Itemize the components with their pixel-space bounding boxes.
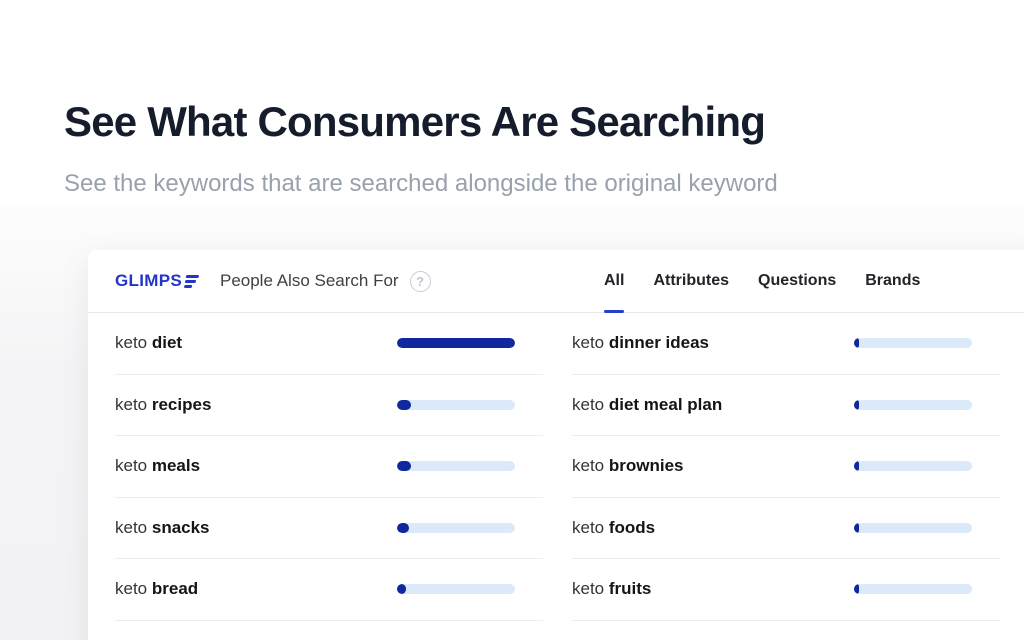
search-volume-bar-fill [854, 522, 859, 533]
keyword-row[interactable]: keto fruits [572, 559, 1000, 621]
search-volume-bar [397, 522, 515, 533]
search-volume-bar-fill [397, 399, 412, 410]
search-volume-bar [854, 461, 972, 472]
glimpse-widget-card: GLIMPS People Also Search For ? All Attri… [88, 250, 1024, 640]
search-volume-bar [397, 584, 515, 595]
glimpse-logo: GLIMPS [115, 271, 200, 291]
glimpse-logo-bars-icon [183, 274, 200, 288]
tab-label: Brands [865, 272, 921, 289]
tab-label: All [604, 272, 625, 289]
keyword-row[interactable]: keto snacks [115, 498, 543, 559]
search-volume-bar-fill [397, 584, 407, 595]
tab-label: Questions [758, 272, 837, 289]
keyword-row[interactable]: keto diet [115, 313, 543, 375]
glimpse-logo-text: GLIMPS [115, 271, 182, 290]
keyword-row[interactable]: keto meals [115, 436, 543, 498]
keyword-label: keto foods [572, 517, 656, 537]
keyword-label: keto dinner ideas [572, 333, 709, 353]
tabs: All Attributes Questions Brands [604, 250, 920, 313]
search-volume-bar-fill [397, 522, 409, 533]
search-volume-bar-fill [854, 338, 859, 349]
tab-brands[interactable]: Brands [865, 250, 920, 312]
keyword-label: keto diet [115, 333, 183, 353]
keyword-column-right: keto dinner ideas keto diet meal plan keto… [572, 313, 1000, 621]
keyword-column-left: keto diet keto recipes keto meals keto snac… [115, 313, 543, 621]
search-volume-bar [854, 338, 972, 349]
tab-attributes[interactable]: Attributes [653, 250, 729, 312]
keyword-row[interactable]: keto bread [115, 559, 543, 621]
search-volume-bar-fill [854, 399, 859, 410]
search-volume-bar [854, 584, 972, 595]
search-volume-bar-fill [854, 461, 859, 472]
search-volume-bar-fill [397, 461, 412, 472]
search-volume-bar [854, 522, 972, 533]
keyword-row[interactable]: keto dinner ideas [572, 313, 1000, 375]
tab-all[interactable]: All [604, 250, 625, 313]
search-volume-bar-fill [397, 338, 515, 349]
widget-header: GLIMPS People Also Search For ? All Attri… [88, 250, 1024, 313]
keyword-label: keto diet meal plan [572, 394, 723, 414]
page-title: See What Consumers Are Searching [64, 98, 766, 146]
keyword-label: keto brownies [572, 456, 684, 476]
keyword-label: keto bread [115, 579, 199, 599]
keyword-label: keto fruits [572, 579, 652, 599]
keyword-row[interactable]: keto brownies [572, 436, 1000, 498]
search-volume-bar [397, 461, 515, 472]
search-volume-bar [397, 399, 515, 410]
keyword-label: keto snacks [115, 517, 210, 537]
search-volume-bar-fill [854, 584, 859, 595]
keyword-row[interactable]: keto foods [572, 498, 1000, 559]
help-icon[interactable]: ? [409, 270, 431, 292]
keyword-row[interactable]: keto diet meal plan [572, 375, 1000, 436]
tab-label: Attributes [653, 272, 730, 289]
page-subtitle: See the keywords that are searched along… [64, 170, 778, 197]
keyword-label: keto meals [115, 456, 201, 476]
search-volume-bar [397, 338, 515, 349]
keyword-label: keto recipes [115, 394, 212, 414]
search-volume-bar [854, 399, 972, 410]
keyword-row[interactable]: keto recipes [115, 375, 543, 436]
keyword-columns: keto diet keto recipes keto meals keto snac… [88, 313, 1024, 621]
widget-title: People Also Search For [219, 271, 399, 290]
tab-questions[interactable]: Questions [758, 250, 836, 312]
